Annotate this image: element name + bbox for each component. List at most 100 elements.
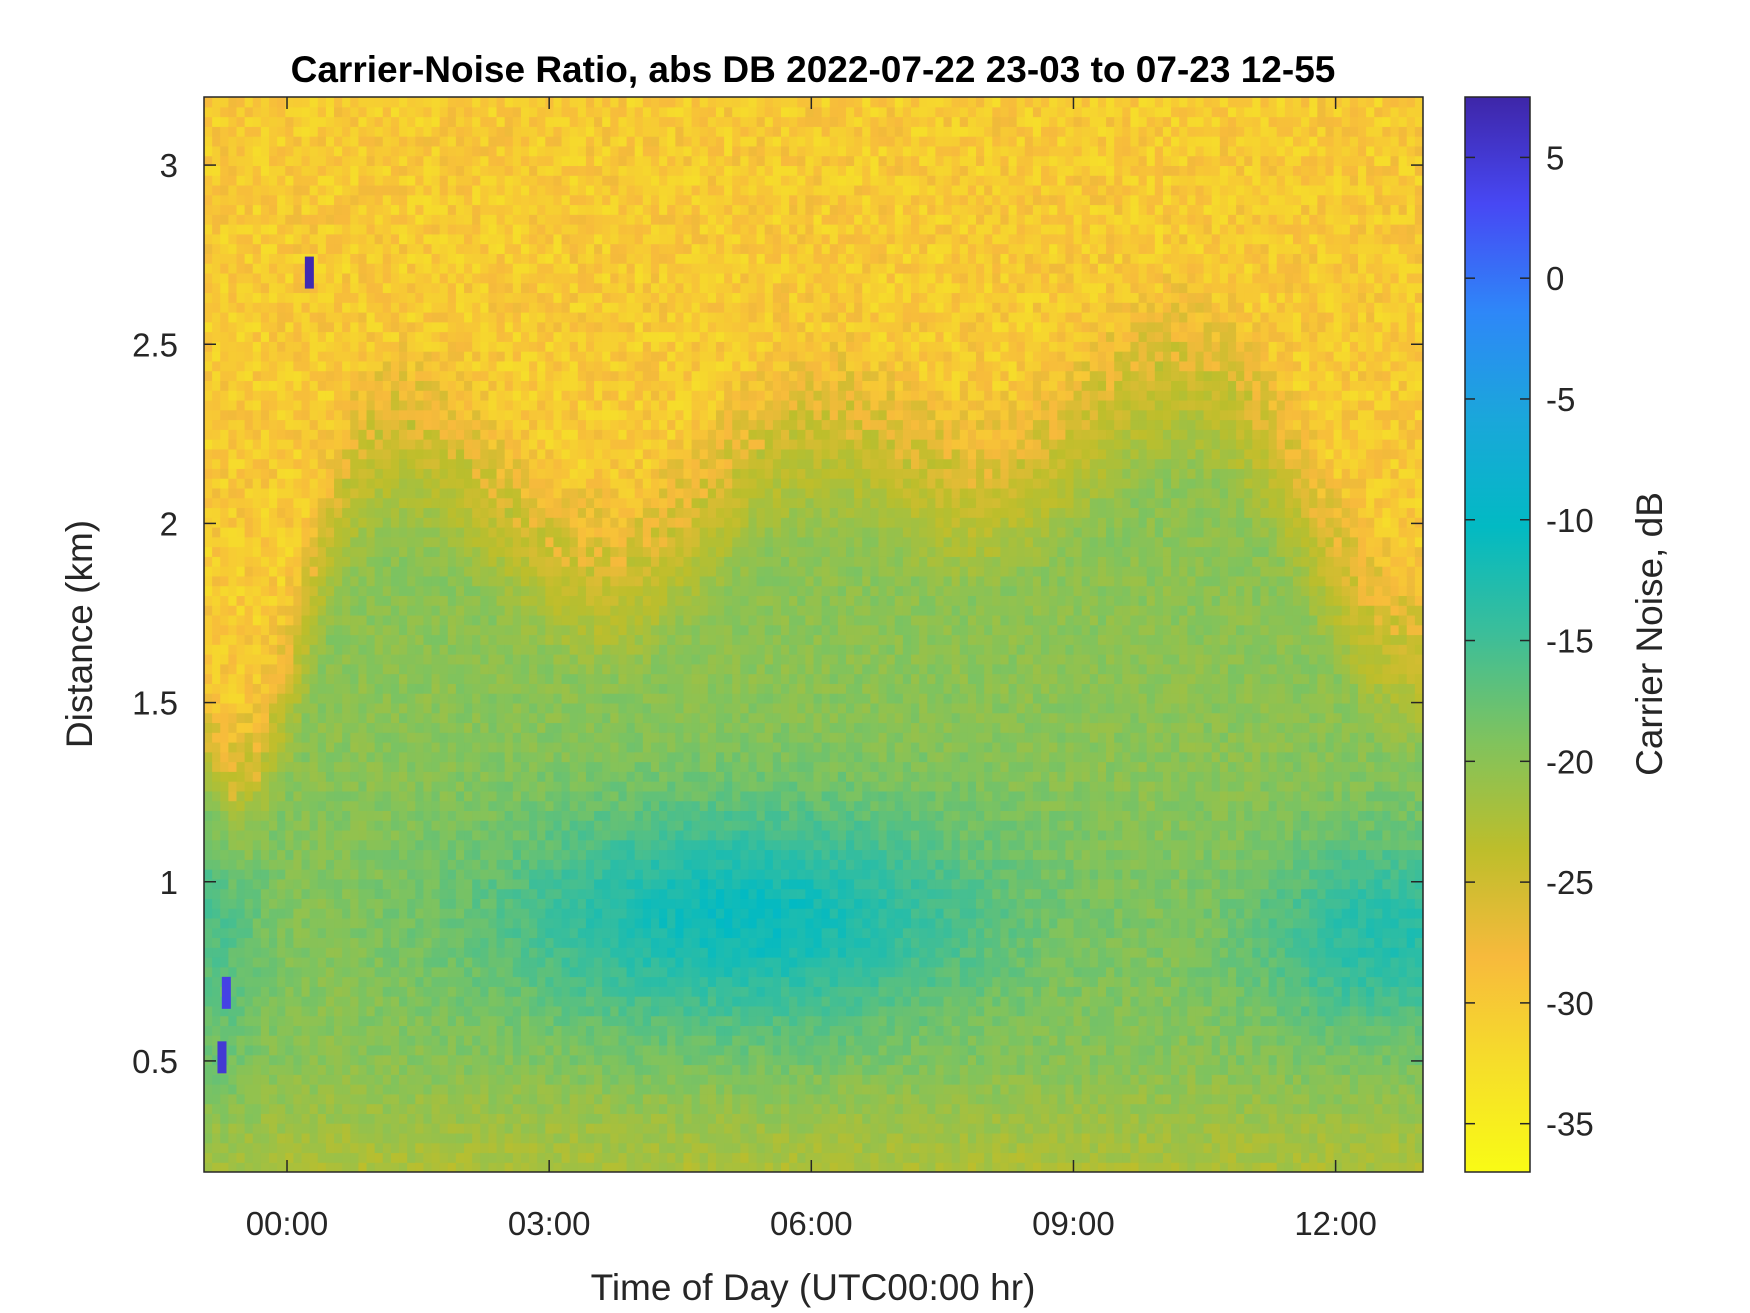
heatmap-cell xyxy=(431,683,441,694)
heatmap-cell xyxy=(439,136,449,147)
heatmap-cell xyxy=(317,136,327,147)
heatmap-cell xyxy=(317,624,327,636)
heatmap-cell xyxy=(317,566,327,577)
heatmap-cell xyxy=(423,937,433,948)
heatmap-cell xyxy=(423,165,433,176)
heatmap-cell xyxy=(431,351,441,362)
heatmap-cell xyxy=(228,1142,238,1154)
heatmap-cell xyxy=(537,829,546,841)
heatmap-cell xyxy=(439,761,449,772)
heatmap-cell xyxy=(512,497,522,509)
heatmap-cell xyxy=(325,996,335,1007)
heatmap-cell xyxy=(277,419,286,430)
heatmap-cell xyxy=(220,380,229,391)
heatmap-cell xyxy=(342,1035,351,1046)
heatmap-cell xyxy=(431,927,441,939)
heatmap-cell xyxy=(415,331,425,342)
heatmap-cell xyxy=(529,614,538,626)
heatmap-cell xyxy=(252,204,262,215)
heatmap-cell xyxy=(382,829,392,841)
heatmap-cell xyxy=(342,145,351,157)
heatmap-cell xyxy=(342,106,351,118)
heatmap-cell xyxy=(236,829,246,841)
heatmap-cell xyxy=(537,175,546,186)
heatmap-cell xyxy=(415,282,425,294)
heatmap-cell xyxy=(415,742,425,753)
heatmap-cell xyxy=(301,1162,311,1172)
heatmap-cell xyxy=(407,849,416,860)
heatmap-cell xyxy=(350,175,360,186)
heatmap-cell xyxy=(244,614,254,626)
heatmap-cell xyxy=(366,908,376,919)
heatmap-cell xyxy=(301,468,311,479)
heatmap-cell xyxy=(204,116,213,127)
heatmap-cell xyxy=(285,478,294,489)
heatmap-cell xyxy=(496,253,506,264)
heatmap-cell xyxy=(520,126,530,137)
heatmap-cell xyxy=(520,683,530,694)
heatmap-cell xyxy=(342,663,351,675)
heatmap-cell xyxy=(382,878,392,890)
heatmap-cell xyxy=(374,429,384,440)
heatmap-cell xyxy=(431,292,441,303)
heatmap-cell xyxy=(277,497,286,509)
heatmap-cell xyxy=(529,654,538,665)
heatmap-cell xyxy=(520,800,530,812)
heatmap-cell xyxy=(480,204,490,215)
heatmap-cell xyxy=(293,487,303,499)
heatmap-cell xyxy=(472,917,481,929)
heatmap-cell xyxy=(366,957,376,968)
heatmap-cell xyxy=(228,409,238,421)
heatmap-cell xyxy=(415,1113,425,1124)
heatmap-cell xyxy=(399,976,408,987)
heatmap-cell xyxy=(358,321,368,333)
heatmap-cell xyxy=(342,1025,351,1036)
heatmap-cell xyxy=(488,282,498,294)
heatmap-cell xyxy=(480,370,490,382)
heatmap-cell xyxy=(382,996,392,1007)
heatmap-cell xyxy=(399,624,408,636)
heatmap-cell xyxy=(301,1035,311,1046)
heatmap-cell xyxy=(269,399,278,411)
heatmap-cell xyxy=(358,145,368,157)
heatmap-cell xyxy=(439,429,449,440)
heatmap-cell xyxy=(399,712,408,724)
heatmap-cell xyxy=(464,693,473,704)
heatmap-cell xyxy=(277,839,286,851)
heatmap-cell xyxy=(293,292,303,303)
heatmap-cell xyxy=(553,487,563,499)
heatmap-cell xyxy=(358,1113,368,1124)
heatmap-cell xyxy=(325,693,335,704)
heatmap-cell xyxy=(334,194,343,206)
heatmap-cell xyxy=(455,614,465,626)
heatmap-cell xyxy=(350,224,360,235)
heatmap-cell xyxy=(537,1093,546,1105)
heatmap-cell xyxy=(431,458,441,469)
heatmap-cell xyxy=(366,1054,376,1066)
heatmap-cell xyxy=(545,380,555,391)
heatmap-cell xyxy=(439,214,449,225)
heatmap-cell xyxy=(553,693,563,704)
heatmap-cell xyxy=(228,155,238,167)
heatmap-cell xyxy=(220,722,229,733)
heatmap-cell xyxy=(285,624,294,636)
heatmap-cell xyxy=(504,1035,514,1046)
heatmap-cell xyxy=(301,1152,311,1163)
heatmap-cell xyxy=(317,614,327,626)
heatmap-cell xyxy=(496,693,506,704)
heatmap-cell xyxy=(399,536,408,548)
heatmap-cell xyxy=(399,1103,408,1114)
heatmap-cell xyxy=(390,351,400,362)
heatmap-cell xyxy=(537,1044,546,1056)
heatmap-cell xyxy=(204,1025,213,1036)
heatmap-cell xyxy=(464,1152,473,1163)
heatmap-cell xyxy=(407,1123,416,1134)
heatmap-cell xyxy=(480,145,490,157)
heatmap-cell xyxy=(390,976,400,987)
heatmap-cell xyxy=(220,253,229,264)
heatmap-cell xyxy=(269,742,278,753)
heatmap-cell xyxy=(488,1005,498,1017)
heatmap-cell xyxy=(545,224,555,235)
heatmap-cell xyxy=(382,214,392,225)
heatmap-cell xyxy=(382,595,392,606)
